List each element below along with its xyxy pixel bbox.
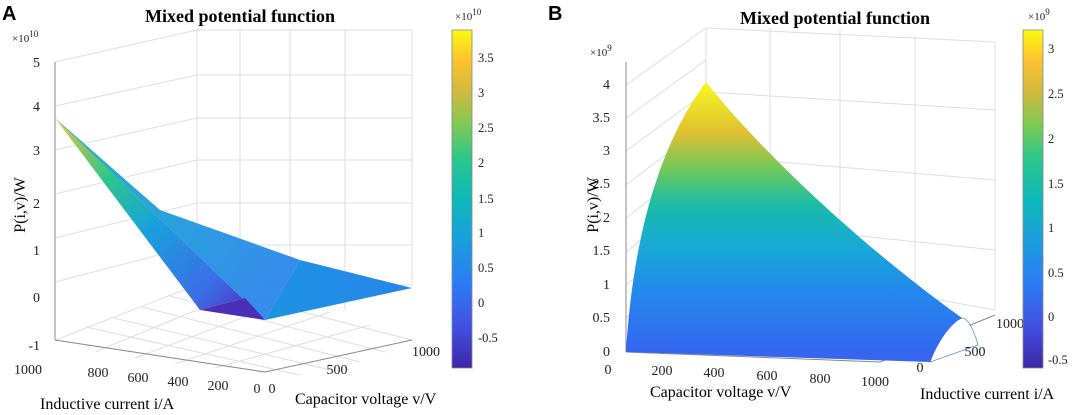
panel-a-y-tick: 500	[327, 363, 348, 378]
panel-a-z-ticks: 5 4 3 2 1 0 -1	[28, 56, 40, 354]
panel-b-z-tick: 0.5	[593, 311, 611, 326]
panel-a-z-tick: 5	[33, 56, 40, 71]
panel-b-letter: B	[548, 3, 562, 25]
panel-b-x-axis-line	[625, 351, 881, 363]
panel-a-y-tick: 1000	[412, 345, 440, 360]
panel-a-colorbar-tick: 1.5	[478, 192, 494, 206]
panel-a: A Mixed potential function	[2, 3, 498, 413]
panel-b-colorbar-tick: 2.5	[1048, 87, 1064, 101]
panel-b-x-tick: 600	[757, 369, 778, 384]
panel-b-z-label: P(i,v)/W	[585, 176, 602, 232]
panel-a-colorbar-tick: 0.5	[478, 261, 494, 275]
panel-b-colorbar-tick: 0	[1048, 310, 1054, 324]
panel-a-colorbar: ×1010 3.5 3 2.5 2 1.5 1 0.5 0 -0.5	[451, 7, 498, 369]
panel-b-y-ticks: 0 500 1000	[917, 317, 1025, 376]
panel-b-colorbar: ×109 3 2.5 2 1.5 1 0.5 0 -0.5	[1022, 7, 1068, 369]
panel-a-colorbar-tick: 3.5	[478, 51, 494, 65]
panel-b-y-tick: 0	[917, 361, 924, 376]
panel-a-z-tick: 3	[33, 144, 40, 159]
panel-b-surface-face	[626, 82, 962, 362]
panel-b-z-tick: 3	[603, 144, 610, 159]
panel-a-grid	[54, 29, 413, 376]
panel-a-colorbar-tick: 1	[478, 226, 484, 240]
panel-b-z-tick: 2.5	[593, 177, 611, 192]
panel-a-y-axis-line	[264, 339, 413, 373]
panel-b-z-tick: 1	[603, 278, 610, 293]
panel-b-colorbar-tick: 0.5	[1048, 266, 1064, 280]
panel-a-x-tick: 0	[254, 382, 261, 397]
panel-a-z-tick: 0	[33, 291, 40, 306]
panel-a-x-tick: 800	[88, 366, 109, 381]
panel-a-x-tick: 200	[208, 379, 229, 394]
panel-a-x-ticks: 1000 800 600 400 200 0	[14, 363, 261, 397]
panel-a-colorbar-tick: 0	[478, 296, 484, 310]
panel-b-y-tick: 500	[965, 345, 986, 360]
panel-a-z-label: P(i,v)/W	[12, 176, 29, 232]
panel-b-title: Mixed potential function	[740, 8, 930, 28]
panel-b-colorbar-tick: 2	[1048, 132, 1054, 146]
panel-b-z-ticks: 4 3.5 3 2.5 2 1.5 1 0.5 0	[593, 78, 611, 360]
panel-b-colorbar-tick: 1	[1048, 221, 1054, 235]
panel-a-surface-trough	[200, 298, 265, 320]
panel-a-surface-back-face	[55, 118, 300, 320]
panel-a-colorbar-tick: 2.5	[478, 121, 494, 135]
panel-a-x-axis-line	[54, 339, 266, 373]
panel-a-z-tick: 1	[33, 244, 40, 259]
panel-b-z-tick: 3.5	[593, 111, 611, 126]
panel-b-z-tick: 4	[603, 78, 610, 93]
panel-a-y-ticks: 0 500 1000	[269, 345, 441, 397]
panel-b-colorbar-tick: 3	[1048, 42, 1054, 56]
panel-b-x-ticks: 0 200 400 600 800 1000	[605, 363, 890, 390]
panel-b-x-label: Capacitor voltage v/V	[650, 384, 792, 401]
panel-b-z-tick: 1.5	[593, 244, 611, 259]
panel-a-colorbar-tick: -0.5	[478, 331, 498, 345]
panel-a-colorbar-bar	[451, 29, 473, 369]
panel-a-title: Mixed potential function	[145, 6, 335, 26]
panel-a-letter: A	[2, 3, 16, 25]
panel-b-z-tick: 0	[603, 345, 610, 360]
panel-b-y-tick: 1000	[996, 317, 1024, 332]
panel-b-surface-notch	[929, 317, 979, 363]
panel-a-colorbar-tick: 2	[478, 156, 484, 170]
panel-b: B Mixed potential function	[548, 3, 1068, 403]
panel-b-y-label: Inductive current i/A	[920, 386, 1055, 403]
panel-b-x-tick: 1000	[861, 375, 889, 390]
panel-b-surface	[626, 82, 979, 363]
panel-b-x-tick: 0	[605, 363, 612, 378]
panel-b-colorbar-bar	[1022, 29, 1044, 369]
panel-b-x-tick: 400	[704, 366, 725, 381]
panel-a-y-tick: 0	[269, 382, 276, 397]
panel-b-colorbar-tick: -0.5	[1048, 353, 1068, 367]
panel-a-x-tick: 1000	[14, 363, 42, 378]
panel-b-z-tick: 2	[603, 211, 610, 226]
panel-b-colorbar-tick: 1.5	[1048, 177, 1064, 191]
panel-a-y-label: Capacitor voltage v/V	[295, 391, 437, 408]
panel-a-colorbar-tick: 3	[478, 86, 484, 100]
panel-a-x-tick: 600	[128, 371, 149, 386]
panel-a-surface-tail	[265, 260, 412, 320]
panel-a-x-tick: 400	[168, 375, 189, 390]
panel-b-x-tick: 200	[652, 364, 673, 379]
panel-a-z-multiplier: ×1010	[12, 29, 39, 45]
panel-a-z-tick: 2	[33, 197, 40, 212]
panel-a-surface	[55, 118, 412, 320]
panel-a-z-tick: 4	[33, 100, 40, 115]
panel-b-x-tick: 800	[810, 372, 831, 387]
panel-a-x-label: Inductive current i/A	[40, 396, 175, 413]
panel-b-colorbar-multiplier: ×109	[1028, 7, 1050, 23]
panel-a-z-tick: -1	[28, 339, 40, 354]
panel-b-z-multiplier: ×109	[590, 43, 612, 59]
panel-a-colorbar-multiplier: ×1010	[455, 7, 482, 23]
